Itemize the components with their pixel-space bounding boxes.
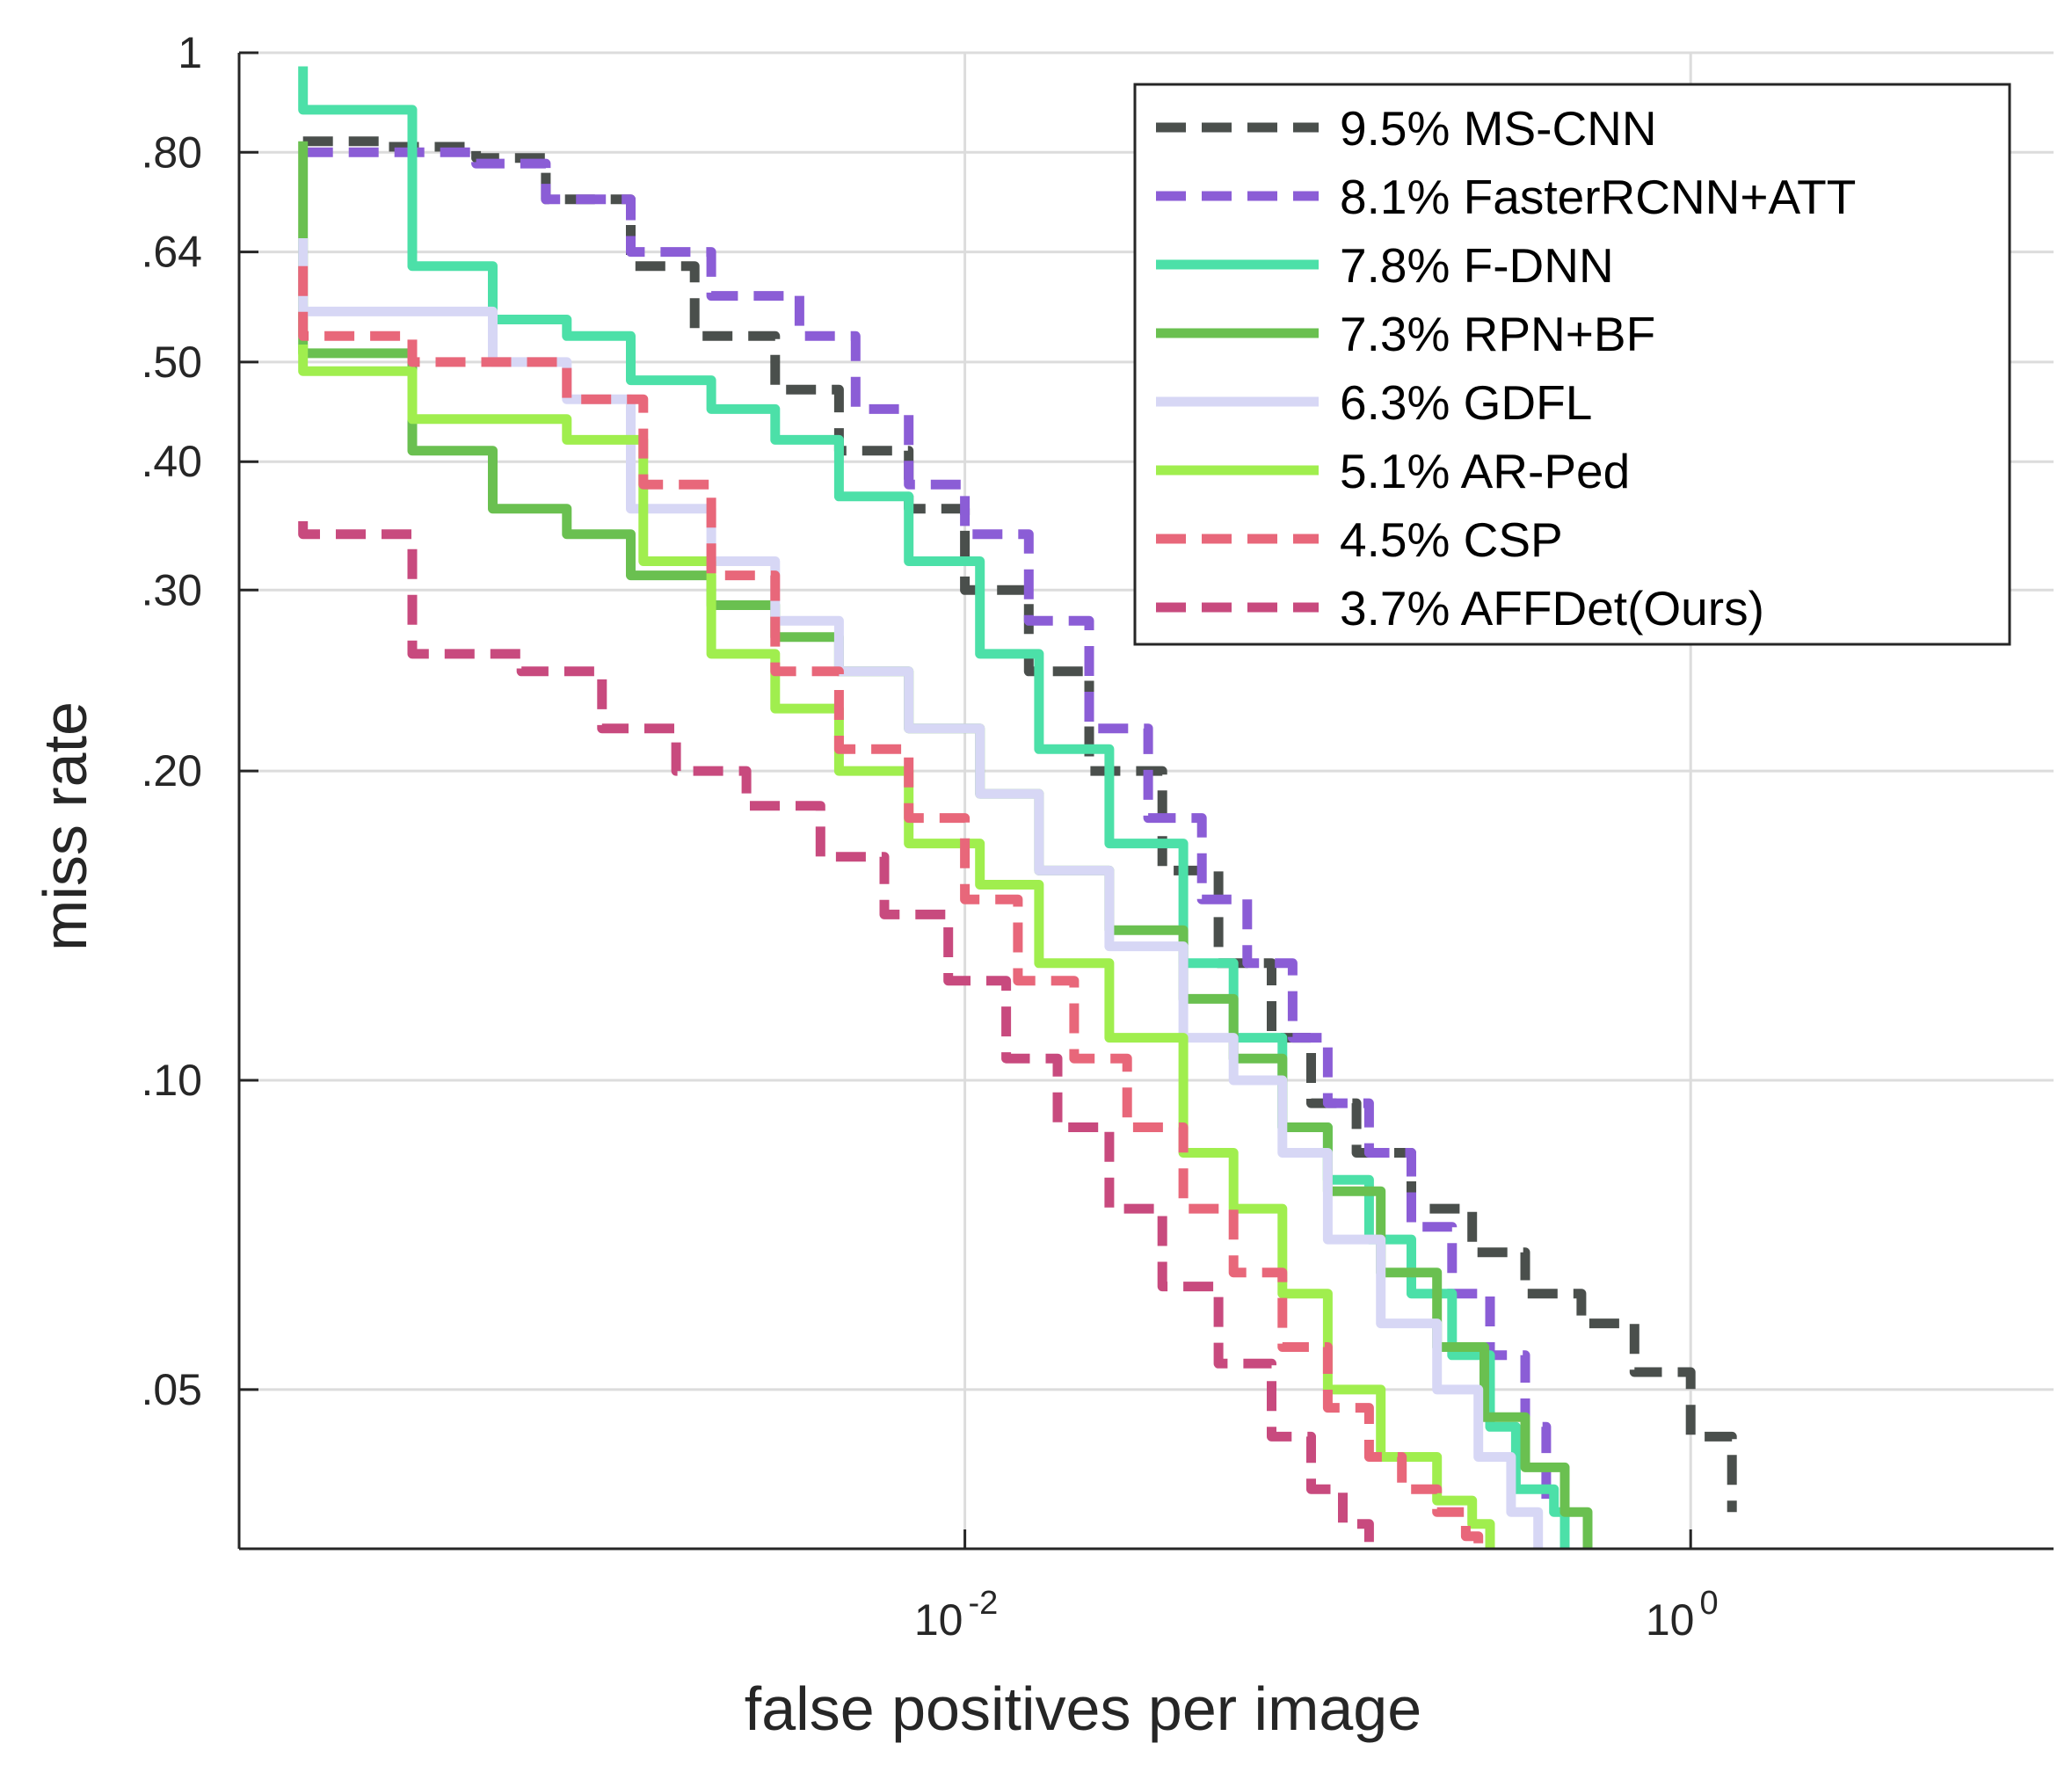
y-tick-label: .80 <box>141 127 202 177</box>
legend-label: 5.1% AR-Ped <box>1340 444 1630 498</box>
x-tick-label: 10 -2 <box>914 1585 998 1645</box>
tick-labels: 1 .80 .64 .50 .40 .30 .20 .10 .05 10 -2 10 0 <box>141 28 1718 1645</box>
y-tick-label: .05 <box>141 1365 202 1414</box>
legend-items: 9.5% MS-CNN 8.1% FasterRCNN+ATT 7.8% F-DNN… <box>1156 101 1856 636</box>
series-line-fasterrcnn-att <box>302 147 1552 1513</box>
y-tick-label: .50 <box>141 338 202 387</box>
legend-box <box>1133 83 2011 646</box>
legend-label: 7.3% RPN+BF <box>1340 307 1655 361</box>
y-tick-label: .40 <box>141 437 202 486</box>
series-line-affdet-ours <box>298 521 1374 1549</box>
legend-label: 3.7% AFFDet(Ours) <box>1340 581 1764 636</box>
legend-label: 6.3% GDFL <box>1340 375 1592 430</box>
series-line-f-dnn <box>298 66 1570 1549</box>
legend-label: 7.8% F-DNN <box>1340 238 1614 293</box>
legend-label: 8.1% FasterRCNN+ATT <box>1340 170 1856 224</box>
axes <box>237 53 2054 1551</box>
legend-label: 9.5% MS-CNN <box>1340 101 1657 156</box>
y-tick-label: .20 <box>141 746 202 795</box>
x-tick-label: 10 0 <box>1646 1585 1719 1645</box>
y-axis-title: miss rate <box>31 701 99 951</box>
legend: 9.5% MS-CNN 8.1% FasterRCNN+ATT 7.8% F-DNN… <box>1133 83 2011 646</box>
y-tick-label: .30 <box>141 565 202 614</box>
series-lines <box>298 66 1737 1549</box>
series-line-gdfl <box>298 238 1544 1549</box>
y-tick-label: .10 <box>141 1056 202 1105</box>
y-tick-label: 1 <box>178 28 202 77</box>
series-line-csp <box>298 265 1484 1549</box>
y-tick-label: .64 <box>141 228 202 277</box>
series-line-ar-ped <box>298 345 1495 1549</box>
x-axis-title: false positives per image <box>745 1674 1421 1743</box>
legend-label: 4.5% CSP <box>1340 512 1563 567</box>
